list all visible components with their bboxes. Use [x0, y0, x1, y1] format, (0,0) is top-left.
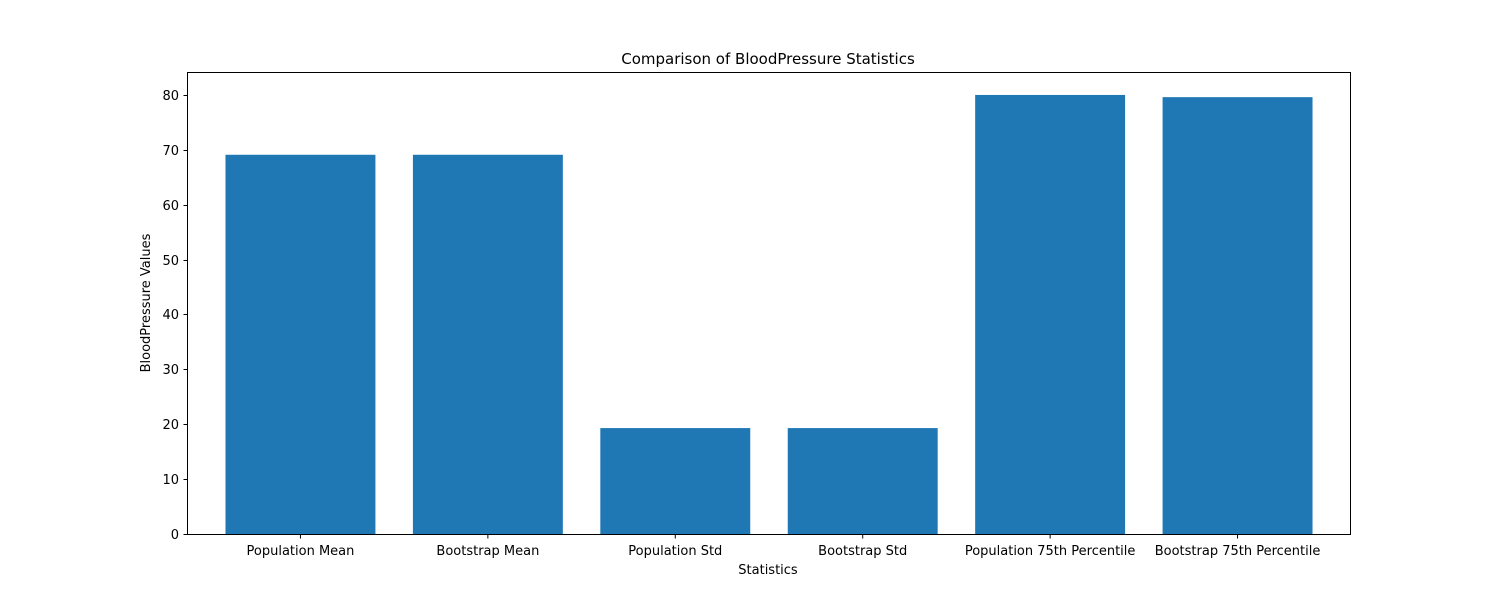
y-tick-label: 10	[162, 473, 179, 488]
bar-bootstrap-75th-percentile	[1162, 97, 1313, 535]
y-tick-label: 60	[162, 199, 179, 214]
plot-area-frame	[187, 72, 1351, 535]
x-axis-label: Statistics	[738, 563, 798, 578]
x-tick-label: Population Mean	[247, 544, 355, 559]
bars-group	[225, 94, 1313, 535]
x-tick-label: Population Std	[628, 544, 722, 559]
chart-title: Comparison of BloodPressure Statistics	[621, 50, 915, 68]
x-tick-label: Bootstrap Std	[818, 544, 907, 559]
bar-population-mean	[225, 154, 376, 534]
y-axis-ticks: 0 10 20 30 40 50 60 70 80	[162, 89, 188, 543]
bar-population-std	[600, 428, 751, 534]
y-tick-label: 40	[162, 308, 179, 323]
x-tick-label: Bootstrap Mean	[436, 544, 539, 559]
y-axis-label: BloodPressure Values	[139, 233, 154, 372]
x-axis-ticks: Population Mean Bootstrap Mean Population …	[247, 534, 1321, 559]
x-tick-label: Population 75th Percentile	[965, 544, 1136, 559]
y-tick-label: 50	[162, 254, 179, 269]
bar-population-75th-percentile	[975, 94, 1126, 534]
y-tick-label: 80	[162, 89, 179, 104]
bar-bootstrap-std	[787, 428, 938, 534]
y-tick-label: 20	[162, 418, 179, 433]
y-tick-label: 0	[171, 528, 179, 543]
y-tick-label: 30	[162, 363, 179, 378]
x-tick-label: Bootstrap 75th Percentile	[1155, 544, 1321, 559]
bar-bootstrap-mean	[412, 154, 563, 534]
y-tick-label: 70	[162, 144, 179, 159]
